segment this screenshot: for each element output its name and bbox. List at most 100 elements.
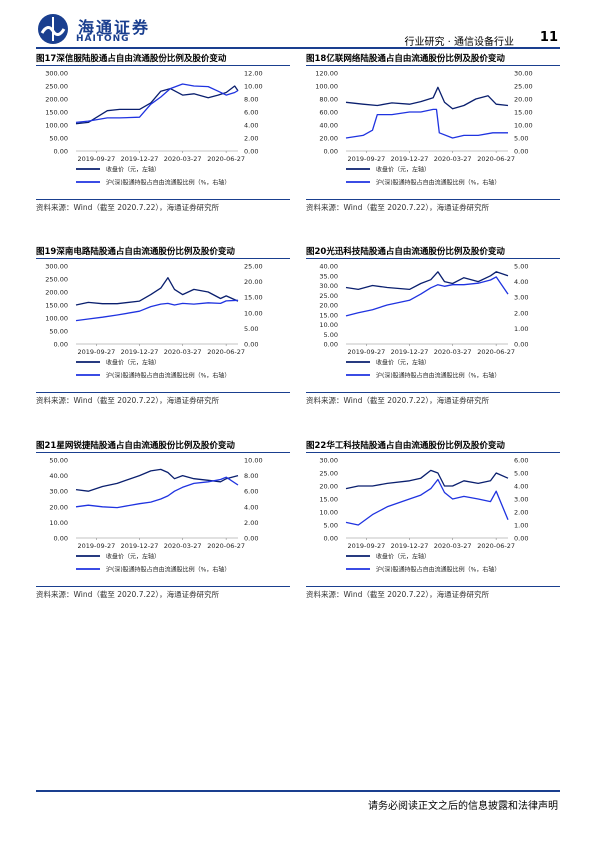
x-tick-label: 2020-03-27 bbox=[164, 155, 202, 163]
x-tick-label: 2020-06-27 bbox=[477, 348, 515, 356]
series-line-ratio bbox=[75, 299, 239, 322]
y-right-tick-label: 30.00 bbox=[514, 70, 533, 78]
y-left-tick-label: 10.00 bbox=[319, 321, 338, 329]
y-right-tick-label: 2.00 bbox=[514, 509, 528, 517]
legend-label: 沪(深)股通持股占自由流通股比例（%，右轴） bbox=[106, 566, 230, 574]
page-number: 11 bbox=[539, 30, 558, 45]
y-right-tick-label: 3.00 bbox=[514, 496, 528, 504]
series-line-ratio bbox=[345, 276, 509, 317]
x-tick-label: 2019-12-27 bbox=[391, 542, 429, 550]
y-right-tick-label: 5.00 bbox=[514, 470, 528, 478]
chart-svg: 0.00 10.00 20.00 30.00 40.00 50.00 0.00 2.00 4.0… bbox=[49, 457, 262, 574]
x-tick-label: 2019-09-27 bbox=[77, 542, 115, 550]
y-left-tick-label: 10.00 bbox=[319, 509, 338, 517]
series-line-price bbox=[345, 271, 509, 291]
y-right-tick-label: 1.00 bbox=[514, 522, 528, 530]
x-tick-label: 2020-03-27 bbox=[164, 348, 202, 356]
legend-label: 收盘价（元，左轴） bbox=[106, 166, 160, 174]
y-left-tick-label: 30.00 bbox=[319, 457, 338, 465]
header-rule bbox=[36, 47, 560, 49]
y-left-tick-label: 20.00 bbox=[319, 483, 338, 491]
title-rule bbox=[306, 452, 560, 453]
bottom-rule bbox=[36, 199, 290, 200]
chart-source: 资料来源：Wind（截至 2020.7.22），海通证券研究所 bbox=[36, 590, 220, 599]
bottom-rule bbox=[306, 586, 560, 587]
series-line-ratio bbox=[75, 476, 239, 509]
haitong-logo: 海通证券 HAITONG bbox=[36, 12, 156, 46]
y-left-tick-label: 150.00 bbox=[45, 302, 68, 310]
x-tick-label: 2019-12-27 bbox=[121, 155, 159, 163]
y-left-tick-label: 300.00 bbox=[45, 263, 68, 271]
y-left-tick-label: 15.00 bbox=[319, 496, 338, 504]
haitong-emblem-icon bbox=[38, 14, 68, 44]
bottom-rule bbox=[36, 392, 290, 393]
y-left-tick-label: 50.00 bbox=[49, 457, 68, 465]
y-left-tick-label: 30.00 bbox=[49, 488, 68, 496]
title-rule bbox=[306, 258, 560, 259]
chart-title: 图21星网锐捷陆股通占自由流通股份比例及股价变动 bbox=[36, 441, 235, 451]
series-line-price bbox=[75, 277, 239, 306]
chart-panel-18: 图18亿联网络陆股通占自由流通股份比例及股价变动 0.00 20.00 40.00 6… bbox=[306, 52, 560, 212]
y-right-tick-label: 0.00 bbox=[514, 341, 528, 349]
y-right-tick-label: 2.00 bbox=[244, 135, 258, 143]
x-tick-label: 2020-03-27 bbox=[434, 155, 472, 163]
chart-title: 图18亿联网络陆股通占自由流通股份比例及股价变动 bbox=[306, 54, 505, 64]
y-right-tick-label: 20.00 bbox=[514, 96, 533, 104]
y-right-tick-label: 15.00 bbox=[514, 109, 533, 117]
y-left-tick-label: 50.00 bbox=[49, 135, 68, 143]
legend-label: 沪(深)股通持股占自由流通股比例（%，右轴） bbox=[376, 179, 500, 187]
y-right-tick-label: 0.00 bbox=[244, 535, 258, 543]
x-tick-label: 2019-09-27 bbox=[347, 155, 385, 163]
chart-panel-19: 图19深南电路陆股通占自由流通股份比例及股价变动 0.00 50.00 100.00… bbox=[36, 245, 290, 405]
y-right-tick-label: 8.00 bbox=[244, 96, 258, 104]
chart-svg: 0.00 5.00 10.00 15.00 20.00 25.00 30.00 0.00 1.0… bbox=[319, 457, 528, 574]
x-tick-label: 2019-09-27 bbox=[77, 155, 115, 163]
y-right-tick-label: 10.00 bbox=[244, 83, 263, 91]
chart-title: 图22华工科技陆股通占自由流通股份比例及股价变动 bbox=[306, 441, 505, 451]
legend-label: 收盘价（元，左轴） bbox=[376, 166, 430, 174]
y-left-tick-label: 25.00 bbox=[319, 292, 338, 300]
report-section-label: 行业研究 · 通信设备行业 bbox=[404, 37, 514, 48]
y-left-tick-label: 50.00 bbox=[49, 328, 68, 336]
chart-panel-21: 图21星网锐捷陆股通占自由流通股份比例及股价变动 0.00 10.00 20.00 3… bbox=[36, 439, 290, 599]
y-right-tick-label: 6.00 bbox=[244, 109, 258, 117]
y-right-tick-label: 1.00 bbox=[514, 325, 528, 333]
y-left-tick-label: 0.00 bbox=[54, 341, 68, 349]
chart-title: 图20光迅科技陆股通占自由流通股份比例及股价变动 bbox=[306, 247, 505, 257]
y-right-tick-label: 25.00 bbox=[244, 263, 263, 271]
chart-source: 资料来源：Wind（截至 2020.7.22），海通证券研究所 bbox=[306, 396, 490, 405]
bottom-rule bbox=[306, 199, 560, 200]
legend-label: 收盘价（元，左轴） bbox=[106, 553, 160, 561]
x-tick-label: 2019-12-27 bbox=[121, 348, 159, 356]
x-tick-label: 2019-09-27 bbox=[347, 542, 385, 550]
x-tick-label: 2019-12-27 bbox=[391, 155, 429, 163]
y-right-tick-label: 2.00 bbox=[514, 309, 528, 317]
y-left-tick-label: 40.00 bbox=[319, 122, 338, 130]
x-tick-label: 2020-03-27 bbox=[164, 542, 202, 550]
y-right-tick-label: 4.00 bbox=[514, 483, 528, 491]
footer-rule bbox=[36, 790, 560, 792]
legend-label: 沪(深)股通持股占自由流通股比例（%，右轴） bbox=[106, 179, 230, 187]
chart-title: 图19深南电路陆股通占自由流通股份比例及股价变动 bbox=[36, 247, 235, 257]
y-right-tick-label: 25.00 bbox=[514, 83, 533, 91]
y-left-tick-label: 0.00 bbox=[324, 148, 338, 156]
y-right-tick-label: 3.00 bbox=[514, 294, 528, 302]
series-line-ratio bbox=[75, 83, 239, 124]
y-left-tick-label: 20.00 bbox=[49, 503, 68, 511]
y-left-tick-label: 60.00 bbox=[319, 109, 338, 117]
x-tick-label: 2019-09-27 bbox=[347, 348, 385, 356]
y-left-tick-label: 0.00 bbox=[324, 535, 338, 543]
y-right-tick-label: 5.00 bbox=[514, 135, 528, 143]
chart-title: 图17深信服陆股通占自由流通股份比例及股价变动 bbox=[36, 54, 227, 64]
legend-label: 收盘价（元，左轴） bbox=[376, 553, 430, 561]
y-right-tick-label: 0.00 bbox=[514, 535, 528, 543]
y-left-tick-label: 15.00 bbox=[319, 311, 338, 319]
y-right-tick-label: 8.00 bbox=[244, 472, 258, 480]
y-right-tick-label: 10.00 bbox=[514, 122, 533, 130]
chart-source: 资料来源：Wind（截至 2020.7.22），海通证券研究所 bbox=[306, 590, 490, 599]
bottom-rule bbox=[306, 392, 560, 393]
y-right-tick-label: 0.00 bbox=[514, 148, 528, 156]
title-rule bbox=[36, 258, 290, 259]
chart-source: 资料来源：Wind（截至 2020.7.22），海通证券研究所 bbox=[36, 203, 220, 212]
